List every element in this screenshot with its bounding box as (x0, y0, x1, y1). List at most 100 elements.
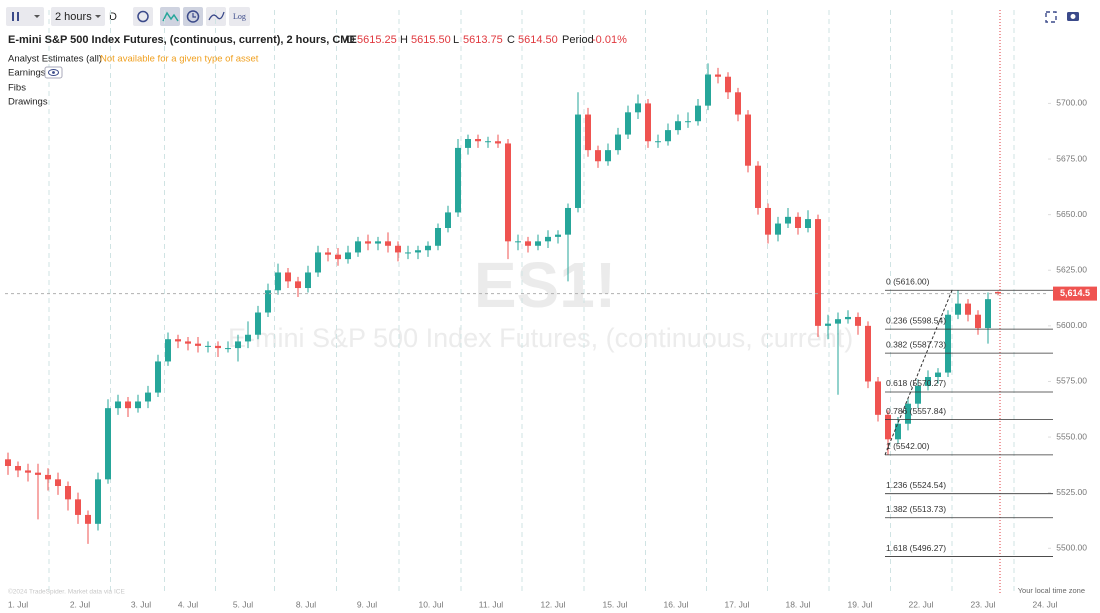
candle-body (285, 272, 291, 282)
candle-body (855, 316, 861, 326)
log-button[interactable] (229, 7, 250, 26)
candle-body (955, 303, 961, 315)
y-tick-label: 5550.00 (1056, 431, 1087, 441)
x-tick-label: 16. Jul (663, 599, 688, 609)
candle-body (375, 241, 381, 244)
icon (12, 12, 14, 21)
fib-label: 1.382 (5513.73) (886, 504, 946, 514)
fullscreen-button[interactable] (1045, 11, 1057, 23)
icon (1070, 14, 1076, 19)
legend-item[interactable]: Earnings (8, 68, 46, 79)
candle-body (675, 121, 681, 131)
candle-body (625, 112, 631, 135)
candle-body (655, 141, 661, 143)
candle-body (335, 254, 341, 260)
icon (162, 11, 179, 22)
x-tick-label: 23. Jul (970, 599, 995, 609)
candle-body (465, 139, 471, 148)
settings-button[interactable] (133, 7, 153, 26)
candle-body (835, 319, 841, 324)
range[interactable]: D (109, 11, 117, 23)
candle-body (875, 381, 881, 415)
candle-body (445, 212, 451, 228)
candle-body (575, 114, 581, 208)
ohlc-value: 5615.50 (411, 34, 451, 46)
candle-body (235, 341, 241, 349)
y-tick-label: 5575.00 (1056, 376, 1087, 386)
icon (192, 13, 196, 18)
legend-item[interactable]: Fibs (8, 83, 26, 94)
fib-label: 1.236 (5524.54) (886, 480, 946, 490)
candle-body (825, 323, 831, 326)
candle-body (25, 470, 31, 473)
icon (48, 69, 59, 76)
candle-body (715, 74, 721, 77)
candle-body (145, 392, 151, 402)
candle-body (405, 252, 411, 254)
candle-body (45, 474, 51, 480)
candle-body (615, 134, 621, 151)
last-price-box (1053, 286, 1097, 301)
candle-body (865, 325, 871, 382)
candle-body (325, 252, 331, 255)
fib-label: 0.618 (5570.27) (886, 378, 946, 388)
candle-body (895, 423, 901, 440)
last-price-label: 5,614.5 (1060, 288, 1090, 298)
watermark: ES1! (474, 249, 616, 321)
x-tick-label: 24. Jul (1032, 599, 1057, 609)
fib-label: 0.236 (5598.54) (886, 315, 946, 325)
ohlc-key: L (453, 34, 459, 46)
candle-body (135, 401, 141, 409)
candle-body (785, 216, 791, 224)
candle-body (85, 514, 91, 524)
fib-label: 0.786 (5557.84) (886, 406, 946, 416)
candle-body (555, 234, 561, 237)
candle-body (275, 272, 281, 291)
log-label: Log (233, 12, 246, 21)
candle-body (815, 219, 821, 326)
candle-body (925, 377, 931, 386)
candle-body (105, 408, 111, 480)
y-tick-label: 5625.00 (1056, 264, 1087, 274)
x-tick-label: 8. Jul (296, 599, 316, 609)
candle-body (735, 92, 741, 115)
candle-body (425, 245, 431, 251)
candle-body (795, 216, 801, 228)
icon (208, 11, 225, 21)
candle-body (685, 121, 691, 123)
y-tick-label: 5700.00 (1056, 98, 1087, 108)
interval-button[interactable] (51, 7, 105, 26)
icon (95, 15, 101, 18)
header: E-mini S&P 500 Index Futures, (continuou… (8, 34, 627, 46)
legend-item[interactable]: Analyst Estimates (all) (8, 54, 102, 65)
candle-body (765, 207, 771, 235)
candle-body (845, 316, 851, 320)
candle-body (995, 291, 1001, 294)
candle-body (65, 486, 71, 500)
candle-body (305, 272, 311, 289)
legend-item[interactable]: Drawings (8, 97, 48, 108)
icon (52, 71, 55, 74)
watermark-subtitle: E-mini S&P 500 Index Futures, (continuou… (228, 323, 853, 353)
icon (186, 10, 200, 23)
candle-body (505, 143, 511, 242)
candle-body (195, 343, 201, 346)
copyright: ©2024 TradeSpider. Market data via ICE (8, 588, 125, 596)
candle-body (15, 465, 21, 471)
candle-body (5, 459, 11, 466)
candle-body (295, 281, 301, 289)
candle-body (965, 303, 971, 315)
candle-body (205, 345, 211, 347)
chart-title: E-mini S&P 500 Index Futures, (continuou… (8, 34, 357, 46)
candle-body (595, 150, 601, 162)
x-tick-label: 18. Jul (785, 599, 810, 609)
candle-body (585, 114, 591, 151)
chart-type-button[interactable] (6, 7, 44, 26)
candle-body (265, 290, 271, 313)
candle-body (985, 299, 991, 329)
candle-body (705, 74, 711, 106)
x-tick-label: 10. Jul (418, 599, 443, 609)
ohlc-value: 5613.75 (463, 34, 503, 46)
